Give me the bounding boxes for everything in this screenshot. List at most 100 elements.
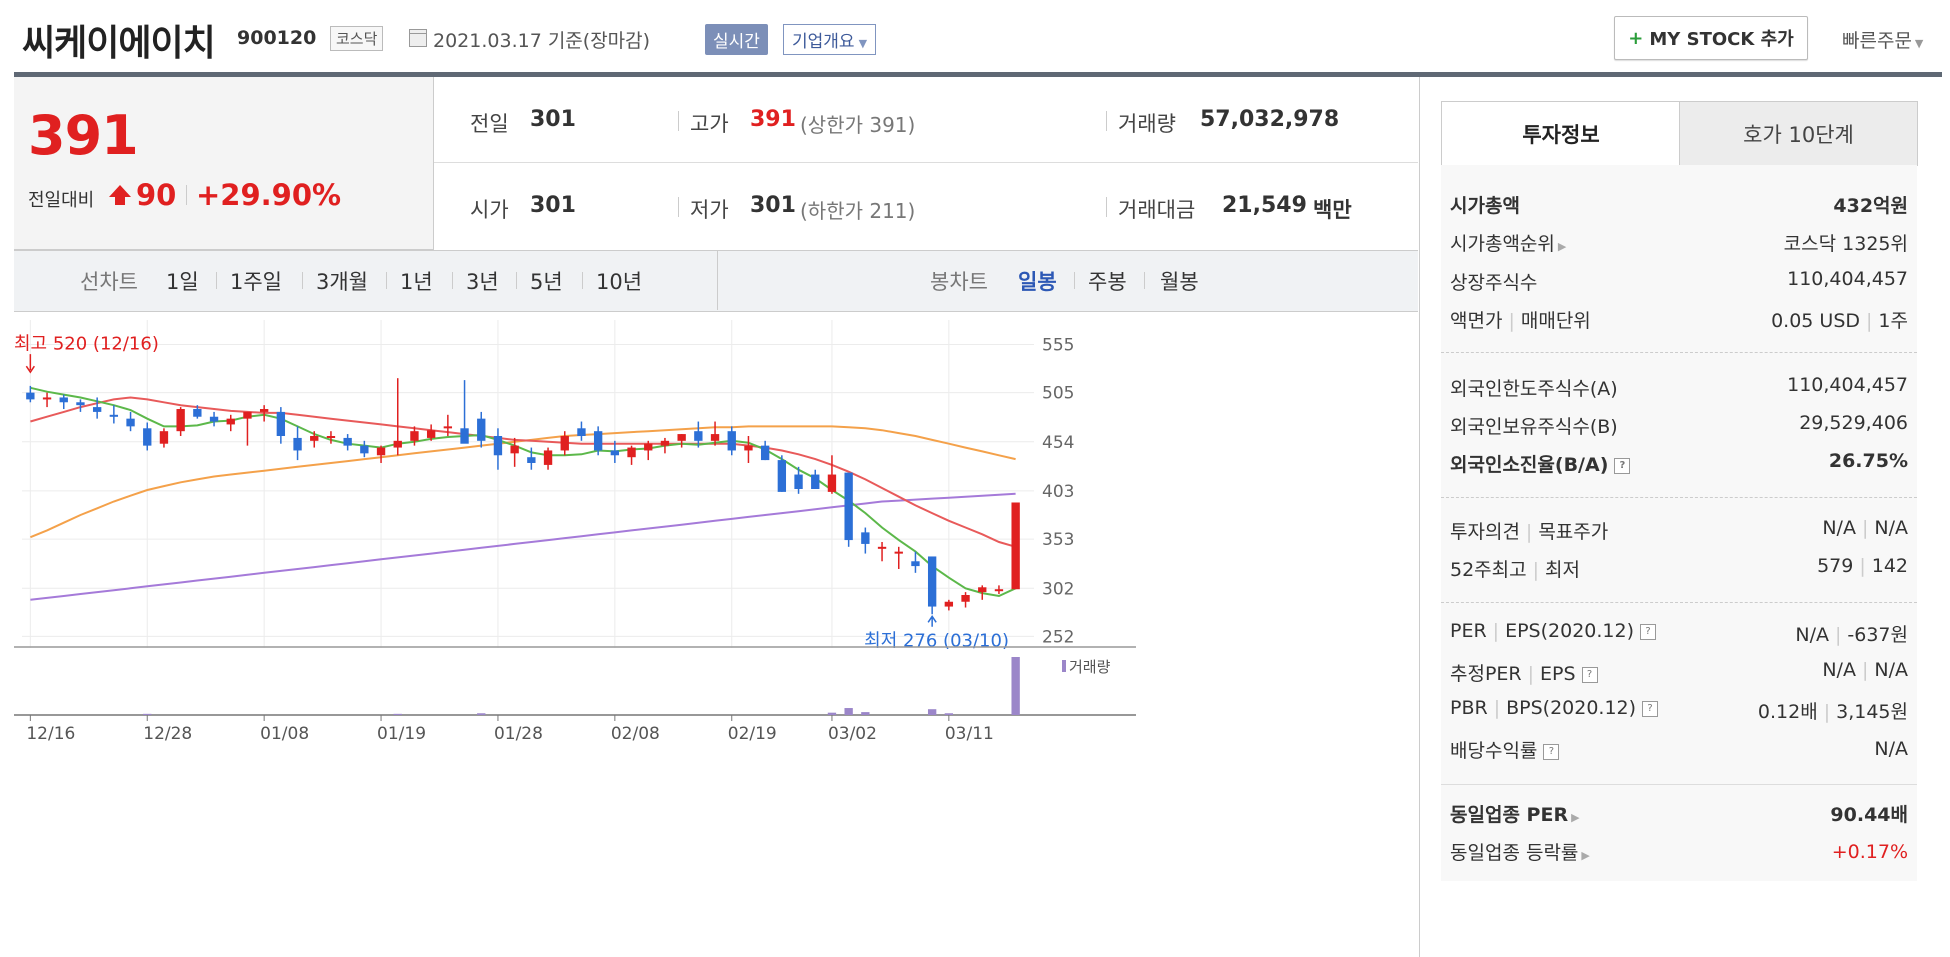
- foreign-limit-value: 110,404,457: [1787, 374, 1908, 396]
- market-cap-rank-value: 코스닥 1325위: [1783, 233, 1908, 255]
- period-10y[interactable]: 10년: [596, 270, 643, 294]
- volume-value: 57,032,978: [1200, 107, 1340, 132]
- chevron-down-icon: ▼: [1914, 37, 1924, 50]
- market-cap-rank-label: 시가총액순위: [1450, 233, 1555, 255]
- separator: [452, 272, 453, 289]
- candlestick-chart[interactable]: 555 505 454 403 353 302 252 5 20 60 120 최고 520 (12/…: [14, 312, 1418, 912]
- company-overview-dropdown[interactable]: 기업개요 ▼: [783, 24, 877, 55]
- dividend-value: N/A: [1874, 738, 1908, 760]
- quick-order-link[interactable]: 빠른주문 ▼: [1842, 26, 1923, 53]
- market-cap-rank-link[interactable]: 시가총액순위 ▶: [1450, 229, 1566, 256]
- candle-body: [627, 447, 636, 458]
- tab-orderbook[interactable]: 호가 10단계: [1679, 101, 1918, 166]
- x-tick-label: 12/28: [143, 724, 192, 744]
- per-value: N/A: [1795, 624, 1829, 646]
- period-1d[interactable]: 1일: [166, 270, 199, 294]
- candle-body: [226, 418, 235, 425]
- x-tick-label: 01/28: [494, 724, 543, 744]
- period-1y[interactable]: 1년: [400, 270, 433, 294]
- candle-daily[interactable]: 일봉: [1018, 270, 1057, 294]
- separator: [1106, 197, 1107, 217]
- foreign-hold-value: 29,529,406: [1799, 412, 1908, 434]
- candle-body: [460, 428, 469, 444]
- candle-body: [426, 430, 436, 438]
- eps-value: -637원: [1847, 624, 1908, 646]
- candle-monthly[interactable]: 월봉: [1160, 270, 1199, 294]
- low-value: 301: [750, 193, 796, 218]
- help-icon[interactable]: ?: [1640, 623, 1656, 640]
- candle-body: [393, 440, 402, 448]
- legend-label: 60: [141, 312, 161, 316]
- candle-body: [293, 437, 302, 451]
- divider: [1441, 602, 1917, 603]
- volume-legend-swatch: [1062, 660, 1066, 672]
- caret-right-icon: ▶: [1557, 240, 1567, 253]
- legend-label: 5: [35, 312, 45, 316]
- trade-value-unit: 백만: [1313, 198, 1352, 222]
- separator: [1144, 272, 1145, 289]
- sector-change-label: 동일업종 등락률: [1450, 842, 1579, 864]
- sector-change-link[interactable]: 동일업종 등락률 ▶: [1450, 838, 1590, 865]
- high-arrow: [25, 354, 35, 374]
- divider: [1441, 352, 1917, 353]
- y-tick-label: 302: [1042, 579, 1074, 599]
- tab-invest-info[interactable]: 투자정보: [1441, 101, 1681, 166]
- my-stock-add-button[interactable]: + MY STOCK 추가: [1614, 16, 1808, 60]
- separator: [302, 272, 303, 289]
- candle-body: [209, 416, 219, 422]
- candle-body: [694, 431, 703, 441]
- foreign-ratio-row: 외국인소진율(B/A)?: [1450, 450, 1631, 477]
- est-per-eps-label: 추정PER | EPS?: [1450, 659, 1598, 686]
- price-box: [14, 77, 434, 250]
- help-icon[interactable]: ?: [1642, 700, 1659, 717]
- high-value: 391: [750, 107, 796, 132]
- x-tick-label: 03/11: [945, 724, 994, 744]
- y-tick-label: 353: [1042, 530, 1074, 550]
- period-3m[interactable]: 3개월: [316, 270, 369, 294]
- separator: [1106, 111, 1107, 131]
- candle-body: [42, 397, 52, 400]
- opinion-target-label: 투자의견 | 목표주가: [1450, 521, 1609, 543]
- help-icon[interactable]: ?: [1581, 666, 1598, 683]
- target-value: N/A: [1874, 517, 1908, 539]
- separator: [678, 111, 679, 131]
- shares-label: 상장주식수: [1450, 272, 1538, 294]
- candle-body: [927, 556, 937, 607]
- prev-close-value: 301: [530, 107, 576, 132]
- help-icon[interactable]: ?: [1543, 743, 1560, 760]
- y-tick-label: 454: [1042, 433, 1074, 453]
- caret-right-icon: ▶: [1571, 811, 1580, 824]
- upper-limit: (상한가 391): [800, 113, 916, 137]
- candle-body: [710, 434, 720, 441]
- volume-bar: [143, 713, 152, 715]
- candle-body: [92, 407, 102, 412]
- candle-body: [76, 402, 85, 406]
- par-label: 액면가: [1450, 310, 1503, 332]
- w52-high-value: 579: [1817, 555, 1854, 577]
- per-label: PER: [1450, 620, 1487, 642]
- x-tick-label: 01/08: [260, 724, 309, 744]
- candle-body: [877, 546, 887, 549]
- period-1w[interactable]: 1주일: [230, 270, 283, 294]
- candle-weekly[interactable]: 주봉: [1088, 270, 1127, 294]
- period-bar: [14, 250, 1418, 312]
- help-icon[interactable]: ?: [1614, 457, 1631, 474]
- est-eps-value: N/A: [1874, 659, 1908, 681]
- sector-per-link[interactable]: 동일업종 PER ▶: [1450, 800, 1580, 827]
- low-label: 저가: [690, 198, 729, 222]
- candle-body: [994, 589, 1004, 592]
- realtime-button[interactable]: 실시간: [705, 24, 768, 55]
- shares-value: 110,404,457: [1787, 268, 1908, 290]
- est-per-label: 추정PER: [1450, 663, 1522, 685]
- company-name: 씨케이에이치: [22, 23, 216, 64]
- candle-body: [59, 397, 68, 403]
- dividend-label: 배당수익률: [1450, 740, 1538, 762]
- separator: [386, 272, 387, 289]
- opinion-target-value: N/A | N/A: [1822, 517, 1908, 539]
- volume-bar: [477, 713, 486, 715]
- divider: [1441, 497, 1917, 498]
- candle-body: [777, 460, 787, 492]
- period-5y[interactable]: 5년: [530, 270, 563, 294]
- period-3y[interactable]: 3년: [466, 270, 499, 294]
- foreign-hold-label: 외국인보유주식수(B): [1450, 416, 1618, 438]
